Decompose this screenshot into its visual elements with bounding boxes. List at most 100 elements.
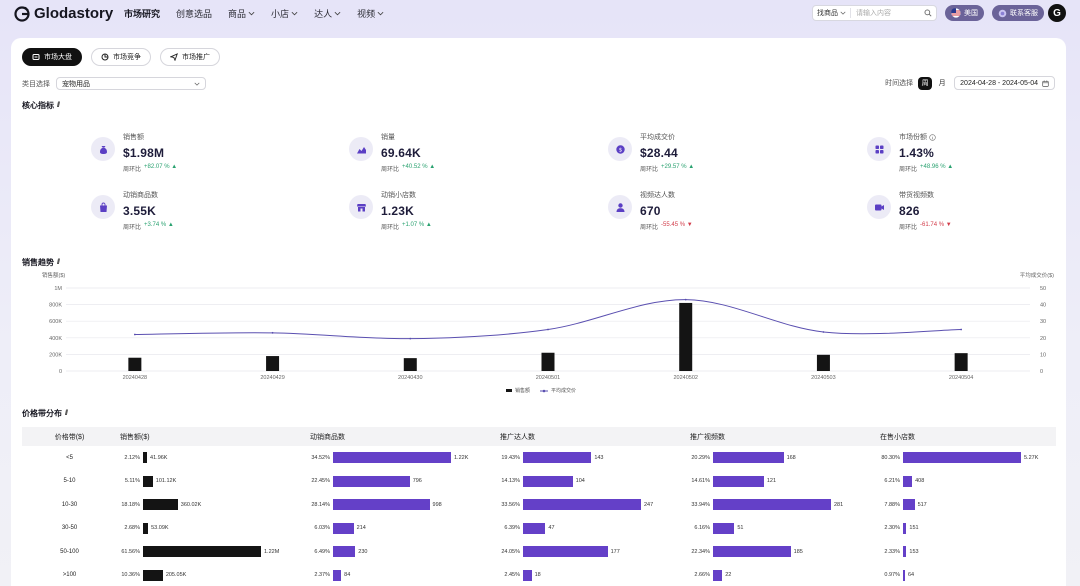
nav-item-4[interactable]: 达人 — [314, 6, 341, 20]
logo-mark-icon — [14, 5, 30, 22]
cell-value: 168 — [786, 454, 796, 461]
date-range-picker[interactable]: 2024-04-28 - 2024-05-04 — [954, 76, 1055, 90]
legend-label-sales: 销售额 — [515, 388, 531, 394]
category-select[interactable]: 宠物用品 — [56, 77, 206, 90]
cell-value: 22 — [725, 572, 732, 579]
search-input[interactable]: 请输入内容 — [856, 10, 891, 17]
column-header[interactable]: 推广视频数 — [690, 433, 725, 441]
column-header[interactable]: 推广达人数 — [500, 433, 535, 441]
nav-item-5[interactable]: 视频 — [357, 6, 384, 20]
tab-2[interactable]: 市场推广 — [160, 48, 220, 66]
legend-swatch-line — [540, 389, 549, 392]
headset-icon — [998, 9, 1007, 17]
tab-1[interactable]: 市场竞争 — [91, 48, 151, 66]
y-tick-label: 1M — [54, 286, 62, 292]
tab-label: 市场推广 — [182, 54, 210, 61]
cell-percent: 20.29% — [691, 454, 710, 461]
cell-bar — [903, 522, 907, 534]
table-header: 价格带($) 销售额($) 动销商品数 推广达人数 推广视频数 在售小店数 — [22, 427, 1056, 446]
table-cell: 6.39% 47 — [497, 522, 687, 534]
table-cell: 14.13% 104 — [497, 475, 687, 487]
cell-bar — [143, 452, 148, 464]
column-header[interactable]: 销售额($) — [120, 433, 150, 441]
y-tick-label: 600K — [49, 319, 62, 325]
tab-0[interactable]: 市场大盘 — [22, 48, 82, 66]
metric-text: 平均成交价 $28.44 周环比 +29.57 % ▲ — [640, 132, 694, 173]
search-scope-select[interactable]: 找商品 — [813, 8, 851, 18]
region-button[interactable]: 美国 — [945, 5, 984, 21]
column-header[interactable]: 在售小店数 — [880, 433, 915, 441]
table-cell: 20.29% 168 — [687, 452, 877, 464]
cell-percent: 22.45% — [311, 478, 330, 485]
metric-label-text: 销售额 — [123, 134, 144, 141]
cell-value: 1.22M — [264, 548, 280, 555]
cell-value: 143 — [594, 454, 604, 461]
support-button[interactable]: 联系客服 — [992, 5, 1044, 21]
metric-value: 3.55K — [123, 204, 157, 218]
nav-item-0[interactable]: 市场研究 — [124, 6, 160, 20]
category-value: 宠物用品 — [62, 80, 90, 88]
avg-price-point — [822, 331, 825, 333]
cell-percent: 2.37% — [314, 572, 330, 579]
chevron-down-icon — [248, 11, 255, 15]
cell-percent: 2.12% — [124, 454, 140, 461]
nav-item-label: 达人 — [314, 8, 333, 19]
metric-card: 销售额 $1.98M 周环比 +82.07 % ▲ — [91, 132, 177, 173]
chevron-down-icon — [377, 11, 384, 15]
price-band-label: 30-50 — [61, 525, 78, 532]
metric-change-value: +48.96 % ▲ — [920, 164, 953, 173]
y-tick-label: 800K — [49, 303, 62, 309]
metric-value: 1.23K — [381, 204, 415, 218]
legend-item-avg-price[interactable]: 平均成交价 — [540, 387, 576, 394]
main-nav: 市场研究 创意选品 商品 小店 达人 视频 — [124, 6, 400, 20]
cell-value: 214 — [356, 525, 366, 532]
metric-change: 周环比 +3.74 % ▲ — [123, 222, 174, 231]
support-label: 联系客服 — [1010, 10, 1038, 17]
time-label: 时间选择 — [885, 80, 914, 87]
x-tick-label: 20240502 — [673, 375, 697, 381]
chevron-down-icon — [334, 11, 341, 15]
money-bag-icon — [99, 145, 107, 154]
metric-change: 周环比 +48.96 % ▲ — [899, 164, 953, 173]
cell-percent: 7.88% — [884, 501, 900, 508]
period-week-button[interactable]: 周 — [918, 76, 933, 90]
search-icon[interactable] — [924, 9, 932, 17]
section-mark-icon: // — [57, 102, 60, 109]
metric-change-text: +29.57 % — [661, 164, 687, 170]
table-cell: 7.88% 517 — [877, 499, 1067, 511]
info-icon[interactable] — [929, 133, 936, 141]
chevron-down-icon — [840, 11, 846, 15]
metric-change-text: +82.07 % — [144, 164, 170, 170]
period-month-button[interactable]: 月 — [938, 80, 946, 87]
metric-label: 销售额 — [123, 132, 177, 142]
category-label: 类目选择 — [22, 80, 50, 88]
cell-percent: 6.16% — [694, 525, 710, 532]
app-logo[interactable]: Glodastory — [14, 5, 113, 22]
metric-text: 带货视频数 826 周环比 -61.74 % ▼ — [899, 190, 952, 231]
table-cell: 10.36% 205.05K — [117, 569, 307, 581]
cell-value: 205.05K — [165, 572, 187, 579]
user-avatar[interactable]: G — [1048, 4, 1066, 22]
search-box[interactable]: 找商品 请输入内容 — [812, 5, 937, 21]
legend-swatch-bar — [506, 389, 512, 392]
view-tabs: 市场大盘 市场竞争 市场推广 — [22, 48, 220, 66]
nav-item-2[interactable]: 商品 — [228, 6, 255, 20]
shopping-bag-icon — [99, 202, 107, 212]
metric-change-text: -55.45 % — [661, 222, 686, 228]
legend-item-sales[interactable]: 销售额 — [506, 387, 530, 394]
section-title-trend: 销售趋势// — [22, 257, 60, 268]
metric-change: 周环比 +29.57 % ▲ — [640, 164, 694, 173]
cell-value: 230 — [358, 548, 368, 555]
column-header[interactable]: 动销商品数 — [310, 433, 345, 441]
cell-bar — [903, 499, 915, 511]
nav-item-3[interactable]: 小店 — [271, 6, 298, 20]
nav-item-1[interactable]: 创意选品 — [176, 6, 212, 20]
table-cell: 33.94% 281 — [687, 499, 877, 511]
price-band-cell: <5 — [22, 455, 117, 461]
cell-bar — [903, 452, 1021, 464]
person-icon — [616, 202, 624, 212]
metric-change: 周环比 +1.07 % ▲ — [381, 222, 432, 231]
table-cell: 33.56% 247 — [497, 499, 687, 511]
column-header[interactable]: 价格带($) — [54, 433, 85, 441]
section-title-core-text: 核心指标 — [22, 101, 54, 110]
